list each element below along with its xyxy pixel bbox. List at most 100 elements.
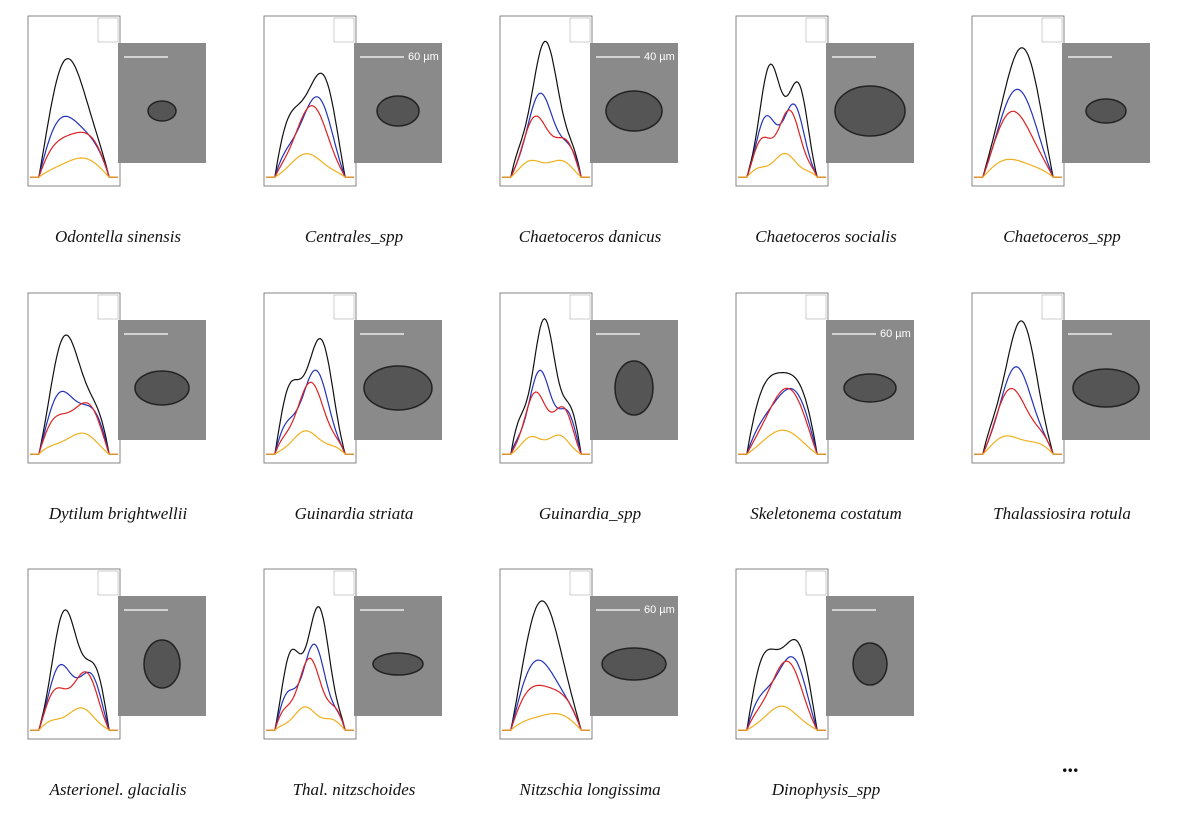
profile-curve xyxy=(974,47,1062,178)
panel: Thalassiosira rotula xyxy=(971,292,1150,523)
profile-curve xyxy=(266,72,354,178)
cell xyxy=(843,373,897,403)
profile-curve xyxy=(30,390,118,455)
plot-frame xyxy=(735,568,829,740)
plot-legend xyxy=(569,294,591,320)
profile-curve xyxy=(502,391,590,455)
panel-caption: Guinardia striata xyxy=(295,504,414,523)
profile-curve xyxy=(502,369,590,455)
plot-legend xyxy=(569,570,591,596)
profile-curve xyxy=(30,402,118,455)
panel: Odontella sinensis xyxy=(27,15,206,246)
plot-legend xyxy=(569,17,591,43)
plot-legend xyxy=(805,294,827,320)
profile-curve xyxy=(738,638,826,731)
cell xyxy=(363,365,433,411)
panel: Chaetoceros_spp xyxy=(971,15,1150,246)
cell xyxy=(134,370,190,406)
profile-curve xyxy=(738,63,826,178)
profile-curve xyxy=(30,334,118,455)
profile-curve xyxy=(974,158,1062,178)
panel-caption: Chaetoceros_spp xyxy=(1003,227,1120,246)
panel: Chaetoceros socialis xyxy=(735,15,914,246)
plot-legend xyxy=(1041,294,1063,320)
plot-frame xyxy=(971,15,1065,187)
panel-caption: Skeletonema costatum xyxy=(750,504,902,523)
panel: Guinardia striata xyxy=(263,292,442,523)
cell xyxy=(605,90,663,132)
profile-curve xyxy=(738,656,826,731)
profile-curve xyxy=(266,369,354,455)
profile-curve xyxy=(266,606,354,731)
profile-curve xyxy=(266,337,354,455)
cell xyxy=(376,95,420,127)
scale-label: 60 µm xyxy=(408,51,439,63)
plot-legend xyxy=(97,294,119,320)
panel-caption: Chaetoceros socialis xyxy=(755,227,897,246)
cell xyxy=(147,100,177,122)
profile-curve xyxy=(738,372,826,455)
plot-legend xyxy=(805,570,827,596)
panel-caption: Nitzschia longissima xyxy=(518,780,660,799)
plot-legend xyxy=(333,570,355,596)
profile-curve xyxy=(30,609,118,731)
scale-label: 60 µm xyxy=(644,604,675,616)
cell xyxy=(601,647,667,681)
profile-curve xyxy=(738,387,826,455)
panel-caption: Thalassiosira rotula xyxy=(993,504,1131,523)
profile-curve xyxy=(738,660,826,731)
panel-caption: Chaetoceros danicus xyxy=(519,227,662,246)
profile-curve xyxy=(502,434,590,455)
profile-curve xyxy=(30,707,118,731)
panel-caption: Thal. nitzschoides xyxy=(293,780,416,799)
profile-curve xyxy=(738,152,826,178)
cell xyxy=(143,639,181,689)
plot-legend xyxy=(1041,17,1063,43)
profile-curve xyxy=(502,600,590,731)
profile-curve xyxy=(266,430,354,455)
profile-curve xyxy=(502,159,590,178)
profile-curve xyxy=(502,684,590,731)
panel-caption: Odontella sinensis xyxy=(55,227,181,246)
profile-curve xyxy=(974,435,1062,455)
panel: 60 µm Skeletonema costatum xyxy=(735,292,914,523)
panel: 60 µm Centrales_spp xyxy=(263,15,442,246)
panel-caption: Centrales_spp xyxy=(305,227,403,246)
profile-curve xyxy=(266,105,354,178)
profile-curve xyxy=(30,57,118,178)
profile-curve xyxy=(266,706,354,731)
profile-curve xyxy=(30,157,118,178)
cell xyxy=(834,85,906,137)
panel-caption: Guinardia_spp xyxy=(539,504,641,523)
cell xyxy=(852,642,888,686)
panel: Asterionel. glacialis xyxy=(27,568,206,799)
profile-curve xyxy=(266,657,354,731)
profile-curve xyxy=(738,705,826,731)
scale-label: 40 µm xyxy=(644,51,675,63)
profile-curve xyxy=(502,713,590,731)
profile-curve xyxy=(502,40,590,178)
panel: Thal. nitzschoides xyxy=(263,568,442,799)
plot-legend xyxy=(333,17,355,43)
plot-legend xyxy=(805,17,827,43)
ellipsis: ... xyxy=(1062,752,1079,777)
profile-curve xyxy=(974,320,1062,455)
panel: Guinardia_spp xyxy=(499,292,678,523)
panel: 40 µm Chaetoceros danicus xyxy=(499,15,678,246)
plot-legend xyxy=(97,570,119,596)
panel-caption: Dytilum brightwellii xyxy=(48,504,188,523)
panel: Dytilum brightwellii xyxy=(27,292,206,523)
scale-label: 60 µm xyxy=(880,328,911,340)
profile-curve xyxy=(738,109,826,178)
profile-curve xyxy=(266,153,354,178)
cell xyxy=(372,652,424,676)
panel-caption: Asterionel. glacialis xyxy=(49,780,187,799)
panel: Dinophysis_spp xyxy=(735,568,914,799)
profile-curve xyxy=(30,432,118,455)
profile-curve xyxy=(974,110,1062,178)
plot-legend xyxy=(333,294,355,320)
profile-curve xyxy=(266,381,354,455)
cell xyxy=(1085,98,1127,124)
panel: 60 µm Nitzschia longissima xyxy=(499,568,678,799)
